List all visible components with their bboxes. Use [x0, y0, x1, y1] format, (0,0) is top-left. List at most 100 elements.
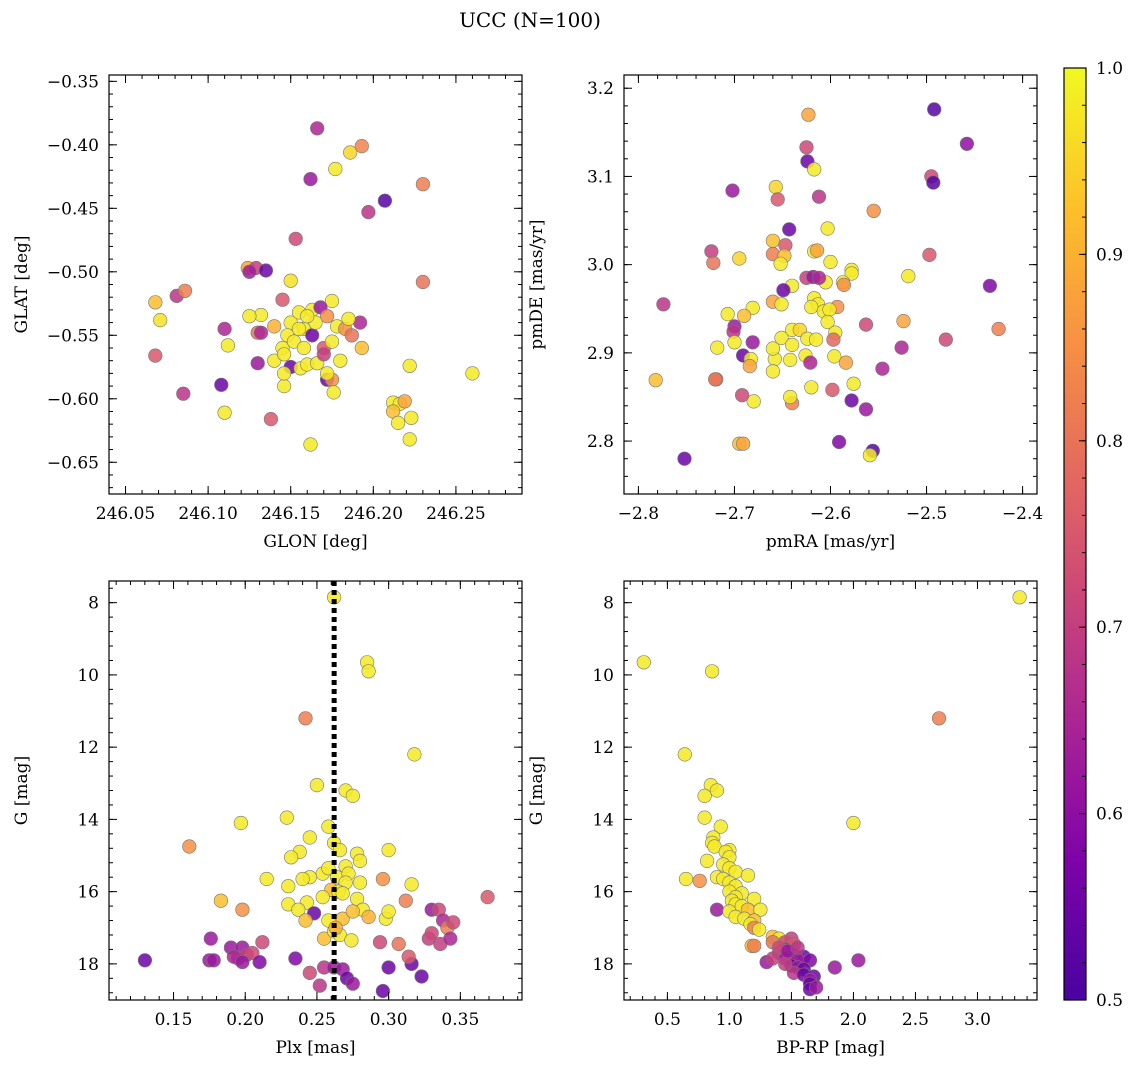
scatter-point [352, 853, 368, 869]
scatter-point [377, 193, 393, 208]
x-tick-label: 246.20 [344, 504, 403, 524]
scatter-point [746, 394, 761, 409]
scatter-point [826, 332, 841, 347]
scatter-point [284, 850, 299, 865]
scatter-point [302, 965, 317, 981]
scatter-point [765, 951, 780, 966]
y-tick-label: 8 [88, 594, 99, 614]
scatter-point [182, 839, 197, 854]
scatter-point [697, 788, 712, 804]
scatter-point [931, 711, 947, 726]
scatter-point [844, 393, 859, 408]
scatter-point [341, 311, 356, 326]
scatter-point [697, 810, 712, 825]
scatter-point [302, 830, 317, 845]
x-tick-label: 1.0 [716, 1010, 743, 1030]
scatter-point [742, 359, 757, 374]
scatter-point [381, 904, 396, 919]
figure-title: UCC (N=100) [459, 8, 601, 32]
scatter-point [345, 788, 360, 804]
scatter-point [811, 189, 827, 204]
y-tick-label: −0.55 [47, 326, 99, 346]
scatter-point [303, 437, 318, 452]
scatter-point [820, 314, 835, 330]
colorbar-gradient [1064, 68, 1086, 1000]
scatter-point [745, 335, 760, 350]
scatter-point [783, 389, 798, 405]
scatter-point [443, 931, 458, 946]
scatter-point [242, 309, 257, 324]
scatter-point [896, 314, 911, 329]
x-tick-label: −2.5 [906, 504, 947, 524]
x-tick-label: −2.8 [618, 504, 659, 524]
scatter-point [298, 913, 313, 928]
scatter-point [713, 819, 728, 834]
y-tick-label: 14 [592, 810, 614, 830]
scatter-point [732, 251, 747, 266]
scatter-point [324, 334, 340, 349]
y-tick-label: 8 [603, 594, 614, 614]
scatter-point [250, 356, 265, 371]
scatter-point [381, 960, 396, 975]
scatter-point [255, 935, 270, 950]
scatter-point [727, 335, 742, 350]
colorbar-tick-label: 0.7 [1096, 618, 1123, 638]
scatter-point [309, 777, 325, 793]
x-tick-label: 1.5 [778, 1010, 805, 1030]
scatter-point [217, 321, 232, 337]
scatter-point [765, 341, 781, 356]
scatter-point [277, 379, 292, 394]
scatter-point [316, 347, 331, 362]
scatter-point [734, 388, 750, 403]
scatter-point [706, 255, 721, 271]
scatter-point [799, 140, 814, 155]
scatter-point [1012, 590, 1027, 605]
scatter-point [397, 394, 412, 409]
x-tick-label: 3.0 [964, 1010, 991, 1030]
scatter-point [288, 231, 303, 246]
scatter-point [344, 328, 359, 343]
scatter-point [710, 340, 725, 355]
scatter-point [414, 969, 429, 984]
y-tick-label: −0.60 [47, 390, 99, 410]
scatter-point [298, 711, 313, 726]
scatter-point [415, 177, 431, 192]
scatter-point [286, 334, 302, 349]
scatter-point [831, 434, 847, 450]
scatter-point [235, 954, 250, 970]
x-tick-label: −2.4 [1002, 504, 1043, 524]
scatter-point [242, 264, 257, 279]
scatter-point [636, 655, 651, 670]
x-tick-label: 0.15 [155, 1010, 193, 1030]
scatter-point [648, 373, 663, 388]
x-axis-label: pmRA [mas/yr] [766, 532, 895, 552]
scatter-point [310, 121, 325, 136]
scatter-point [709, 783, 725, 798]
scatter-point [137, 953, 152, 968]
scatter-point [801, 107, 816, 122]
scatter-point [258, 263, 274, 278]
colorbar-frame [1063, 67, 1087, 1001]
colorbar-tick-label: 0.6 [1096, 805, 1123, 825]
scatter-point [765, 364, 781, 379]
scatter-point [768, 179, 783, 195]
scatter-point [235, 902, 250, 917]
scatter-point [402, 358, 417, 373]
scatter-point [790, 940, 805, 955]
scatter-point [699, 853, 715, 869]
scatter-point [354, 340, 369, 356]
colorbar-tick-label: 0.9 [1096, 245, 1123, 265]
scatter-point [303, 172, 318, 187]
scatter-point [291, 902, 306, 917]
y-tick-label: 18 [592, 955, 614, 975]
panel-glon-glat: 246.05 246.10 246.15 246.20 246.25 −0.35 −0.40… [12, 72, 523, 552]
scatter-point [398, 893, 413, 908]
scatter-point [401, 949, 416, 964]
scatter-point [752, 922, 767, 937]
y-tick-label: 2.8 [587, 432, 614, 452]
scatter-point [263, 412, 279, 427]
scatter-point [827, 349, 842, 364]
x-tick-label: 0.5 [654, 1010, 681, 1030]
scatter-point [851, 953, 866, 968]
colorbar: 0.5 0.6 0.7 0.8 0.9 1.0 [1063, 59, 1123, 1011]
